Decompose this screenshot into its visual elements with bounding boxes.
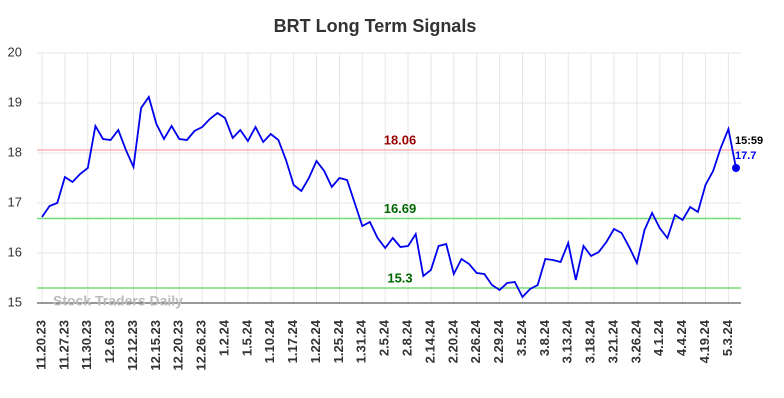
x-tick-label: 12.15.23	[148, 320, 163, 371]
price-line	[41, 94, 737, 299]
x-tick-label: 2.29.24	[491, 319, 506, 363]
y-tick-label: 20	[8, 44, 22, 59]
y-tick-label: 19	[8, 94, 22, 109]
last-value: 17.7	[735, 150, 756, 162]
x-tick-label: 2.20.24	[445, 319, 460, 363]
x-tick-label: 4.19.24	[697, 319, 712, 363]
x-tick-label: 12.6.23	[102, 320, 117, 363]
y-tick-label: 17	[8, 194, 22, 209]
x-tick-label: 1.25.24	[331, 319, 346, 363]
x-tick-label: 11.30.23	[79, 320, 94, 370]
x-tick-label: 2.14.24	[422, 319, 437, 363]
signal-label: 15.3	[387, 270, 412, 285]
x-tick-label: 11.27.23	[56, 320, 71, 370]
x-tick-label: 2.5.24	[377, 319, 392, 356]
x-tick-label: 5.3.24	[720, 319, 735, 356]
x-tick-label: 4.4.24	[674, 319, 689, 356]
x-tick-label: 1.17.24	[285, 319, 300, 363]
chart-title: BRT Long Term Signals	[274, 16, 477, 36]
x-tick-label: 4.1.24	[651, 319, 666, 356]
x-tick-label: 1.10.24	[262, 319, 277, 363]
x-tick-label: 12.12.23	[125, 320, 140, 371]
x-tick-label: 3.13.24	[560, 319, 575, 363]
x-tick-label: 1.31.24	[354, 319, 369, 363]
y-tick-label: 16	[8, 244, 22, 259]
x-tick-label: 2.8.24	[400, 319, 415, 356]
x-tick-label: 3.21.24	[605, 319, 620, 363]
last-time: 15:59	[735, 135, 763, 147]
y-tick-label: 15	[8, 294, 22, 309]
x-tick-label: 3.8.24	[537, 319, 552, 356]
x-tick-label: 3.18.24	[583, 319, 598, 363]
watermark: Stock Traders Daily	[53, 293, 183, 309]
x-tick-label: 11.20.23	[33, 320, 48, 370]
x-tick-label: 1.2.24	[216, 319, 231, 356]
y-tick-label: 18	[8, 144, 22, 159]
signal-label: 16.69	[384, 201, 417, 216]
x-tick-label: 3.26.24	[628, 319, 643, 363]
x-tick-label: 1.5.24	[239, 319, 254, 356]
last-point	[732, 164, 740, 172]
x-tick-label: 2.26.24	[468, 319, 483, 363]
signal-label: 18.06	[384, 132, 417, 147]
x-tick-label: 12.20.23	[171, 320, 186, 371]
x-tick-label: 12.26.23	[194, 320, 209, 371]
x-tick-label: 1.22.24	[308, 319, 323, 363]
x-tick-label: 3.5.24	[514, 319, 529, 356]
